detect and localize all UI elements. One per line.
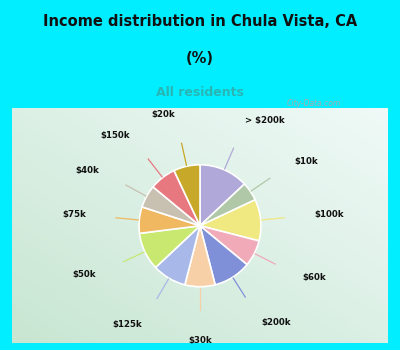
- Wedge shape: [139, 207, 200, 233]
- Text: $60k: $60k: [302, 273, 326, 282]
- Wedge shape: [200, 200, 261, 241]
- Text: (%): (%): [186, 51, 214, 66]
- Text: $30k: $30k: [188, 336, 212, 345]
- Text: $20k: $20k: [151, 110, 175, 119]
- Wedge shape: [185, 226, 215, 287]
- Wedge shape: [200, 184, 255, 226]
- Text: $150k: $150k: [100, 131, 130, 140]
- Wedge shape: [153, 170, 200, 226]
- Wedge shape: [200, 226, 247, 285]
- Wedge shape: [142, 187, 200, 226]
- Wedge shape: [200, 226, 259, 265]
- Text: $10k: $10k: [295, 157, 318, 166]
- Text: All residents: All residents: [156, 86, 244, 99]
- Wedge shape: [200, 165, 244, 226]
- Text: $50k: $50k: [73, 270, 96, 279]
- Text: $125k: $125k: [112, 320, 142, 329]
- Text: $200k: $200k: [261, 318, 291, 327]
- Text: $100k: $100k: [314, 210, 344, 219]
- Wedge shape: [174, 165, 200, 226]
- Text: > $200k: > $200k: [246, 116, 285, 125]
- Text: $40k: $40k: [76, 166, 100, 175]
- Text: City-Data.com: City-Data.com: [286, 99, 341, 108]
- Wedge shape: [140, 226, 200, 267]
- Wedge shape: [156, 226, 200, 285]
- Text: $75k: $75k: [62, 210, 86, 219]
- Text: Income distribution in Chula Vista, CA: Income distribution in Chula Vista, CA: [43, 14, 357, 29]
